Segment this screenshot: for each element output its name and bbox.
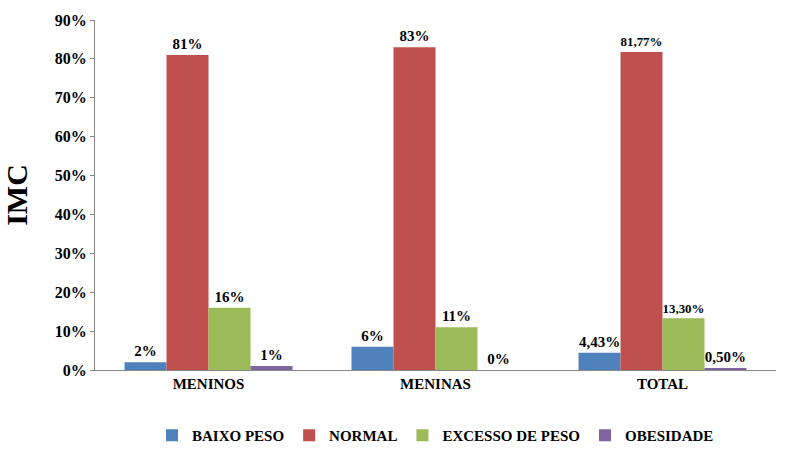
svg-text:6%: 6% — [361, 328, 384, 344]
svg-text:NORMAL: NORMAL — [329, 428, 397, 444]
svg-text:70%: 70% — [55, 89, 87, 106]
svg-text:90%: 90% — [55, 12, 87, 29]
svg-text:40%: 40% — [55, 206, 87, 223]
svg-text:0%: 0% — [487, 351, 510, 367]
svg-text:TOTAL: TOTAL — [637, 376, 688, 392]
svg-text:EXCESSO DE PESO: EXCESSO DE PESO — [442, 428, 580, 444]
svg-text:81,77%: 81,77% — [621, 34, 663, 49]
svg-text:11%: 11% — [442, 308, 471, 324]
svg-text:60%: 60% — [55, 128, 87, 145]
svg-text:16%: 16% — [215, 289, 245, 305]
svg-text:0,50%: 0,50% — [705, 349, 746, 365]
svg-text:80%: 80% — [55, 50, 87, 67]
svg-text:0%: 0% — [63, 362, 87, 379]
svg-text:1%: 1% — [260, 347, 283, 363]
svg-text:81%: 81% — [173, 36, 203, 52]
svg-text:83%: 83% — [400, 28, 430, 44]
svg-text:4,43%: 4,43% — [579, 334, 620, 350]
svg-text:30%: 30% — [55, 245, 87, 262]
svg-text:MENINOS: MENINOS — [173, 376, 245, 392]
svg-text:IMC: IMC — [0, 164, 33, 226]
svg-text:BAIXO PESO: BAIXO PESO — [192, 428, 284, 444]
svg-text:13,30%: 13,30% — [663, 301, 705, 316]
svg-text:20%: 20% — [55, 284, 87, 301]
svg-text:50%: 50% — [55, 167, 87, 184]
svg-text:MENINAS: MENINAS — [400, 376, 471, 392]
svg-text:OBESIDADE: OBESIDADE — [625, 428, 713, 444]
svg-text:2%: 2% — [134, 343, 157, 359]
svg-text:10%: 10% — [55, 323, 87, 340]
